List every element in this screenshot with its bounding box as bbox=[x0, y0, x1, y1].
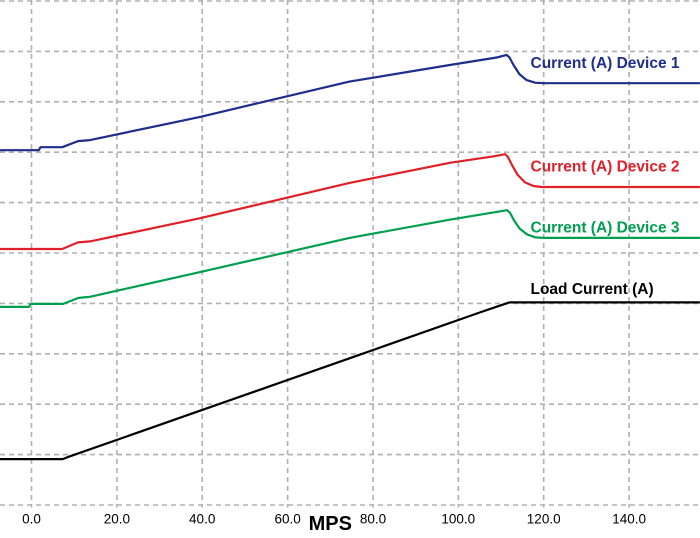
label-current-a-device-2: Current (A) Device 2 bbox=[531, 158, 680, 175]
label-load-current-a: Load Current (A) bbox=[531, 281, 654, 298]
label-current-a-device-1: Current (A) Device 1 bbox=[531, 55, 680, 72]
x-tick-label-80-0: 80.0 bbox=[360, 512, 386, 527]
line-load-current-a bbox=[0, 301, 700, 461]
x-tick-label-20-0: 20.0 bbox=[104, 512, 130, 527]
x-tick-label-60-0: 60.0 bbox=[274, 512, 300, 527]
label-current-a-device-3: Current (A) Device 3 bbox=[531, 219, 680, 236]
x-axis-title: MPS bbox=[309, 513, 352, 535]
line-current-a-device-3 bbox=[0, 209, 700, 308]
line-current-a-device-2 bbox=[0, 153, 700, 251]
x-tick-label-120-0: 120.0 bbox=[527, 512, 561, 527]
x-tick-label-140-0: 140.0 bbox=[612, 512, 646, 527]
x-tick-label-0-0: 0.0 bbox=[22, 512, 41, 527]
line-current-a-device-1 bbox=[0, 53, 700, 152]
x-tick-label-100-0: 100.0 bbox=[441, 512, 475, 527]
x-tick-label-40-0: 40.0 bbox=[189, 512, 215, 527]
